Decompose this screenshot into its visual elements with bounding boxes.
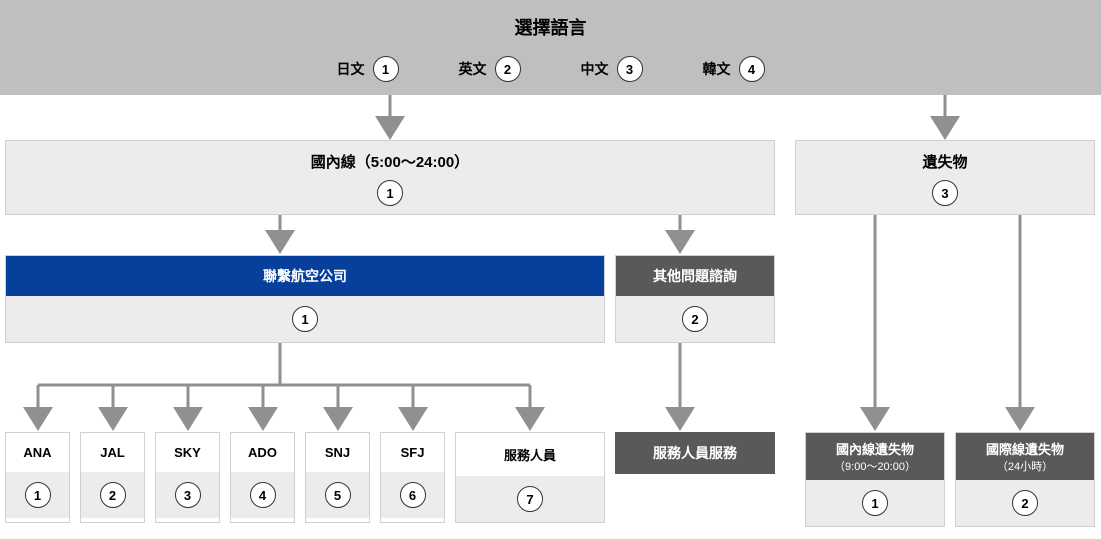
airline-box-ado: ADO 4 (230, 432, 295, 523)
box-domestic-title: 國內線（5:00～24:00） (6, 141, 774, 172)
airline-box-staff: 服務人員 7 (455, 432, 605, 523)
lost-domestic-title: 國內線遺失物 (806, 439, 944, 458)
airline-num: 2 (100, 482, 126, 508)
lost-intl-sub: （24小時） (956, 458, 1094, 474)
airline-label: 服務人員 (456, 433, 604, 476)
airline-num: 5 (325, 482, 351, 508)
airline-box-ana: ANA 1 (5, 432, 70, 523)
box-contact-header: 聯繫航空公司 (6, 256, 604, 296)
airline-label: JAL (81, 433, 144, 472)
airline-label: SFJ (381, 433, 444, 472)
box-other-inquiry: 其他問題諮詢 2 (615, 255, 775, 343)
lang-number: 1 (373, 56, 399, 82)
lang-label: 日文 (337, 59, 365, 79)
lost-domestic-sub: （9:00～20:00） (806, 458, 944, 474)
airline-label: SNJ (306, 433, 369, 472)
header-title: 選擇語言 (0, 0, 1101, 40)
lang-label: 韓文 (703, 59, 731, 79)
lang-label: 中文 (581, 59, 609, 79)
box-domestic: 國內線（5:00～24:00） 1 (5, 140, 775, 215)
lang-number: 3 (617, 56, 643, 82)
airline-box-sky: SKY 3 (155, 432, 220, 523)
lost-intl-title: 國際線遺失物 (956, 439, 1094, 458)
staff-service-label: 服務人員服務 (653, 443, 737, 463)
lang-label: 英文 (459, 59, 487, 79)
airline-num: 4 (250, 482, 276, 508)
box-lost-domestic: 國內線遺失物 （9:00～20:00） 1 (805, 432, 945, 527)
language-options: 日文 1 英文 2 中文 3 韓文 4 (0, 56, 1101, 82)
airline-num: 6 (400, 482, 426, 508)
lang-option-en: 英文 2 (459, 56, 521, 82)
airline-box-jal: JAL 2 (80, 432, 145, 523)
lang-option-zh: 中文 3 (581, 56, 643, 82)
airline-num: 3 (175, 482, 201, 508)
lang-option-ko: 韓文 4 (703, 56, 765, 82)
box-lost-intl: 國際線遺失物 （24小時） 2 (955, 432, 1095, 527)
box-lost: 遺失物 3 (795, 140, 1095, 215)
lang-number: 2 (495, 56, 521, 82)
header-select-language: 選擇語言 日文 1 英文 2 中文 3 韓文 4 (0, 0, 1101, 95)
airline-box-snj: SNJ 5 (305, 432, 370, 523)
airline-num: 7 (517, 486, 543, 512)
airline-row: ANA 1 JAL 2 SKY 3 ADO 4 SNJ 5 SFJ 6 服務人員… (5, 432, 605, 523)
box-domestic-num: 1 (377, 180, 403, 206)
lost-intl-num: 2 (1012, 490, 1038, 516)
box-other-header: 其他問題諮詢 (616, 256, 774, 296)
box-staff-service: 服務人員服務 (615, 432, 775, 474)
airline-num: 1 (25, 482, 51, 508)
box-lost-num: 3 (932, 180, 958, 206)
lang-option-jp: 日文 1 (337, 56, 399, 82)
box-contact-airline: 聯繫航空公司 1 (5, 255, 605, 343)
box-lost-title: 遺失物 (796, 141, 1094, 172)
airline-box-sfj: SFJ 6 (380, 432, 445, 523)
airline-label: SKY (156, 433, 219, 472)
airline-label: ANA (6, 433, 69, 472)
airline-label: ADO (231, 433, 294, 472)
lost-domestic-num: 1 (862, 490, 888, 516)
box-contact-num: 1 (292, 306, 318, 332)
box-other-num: 2 (682, 306, 708, 332)
lang-number: 4 (739, 56, 765, 82)
